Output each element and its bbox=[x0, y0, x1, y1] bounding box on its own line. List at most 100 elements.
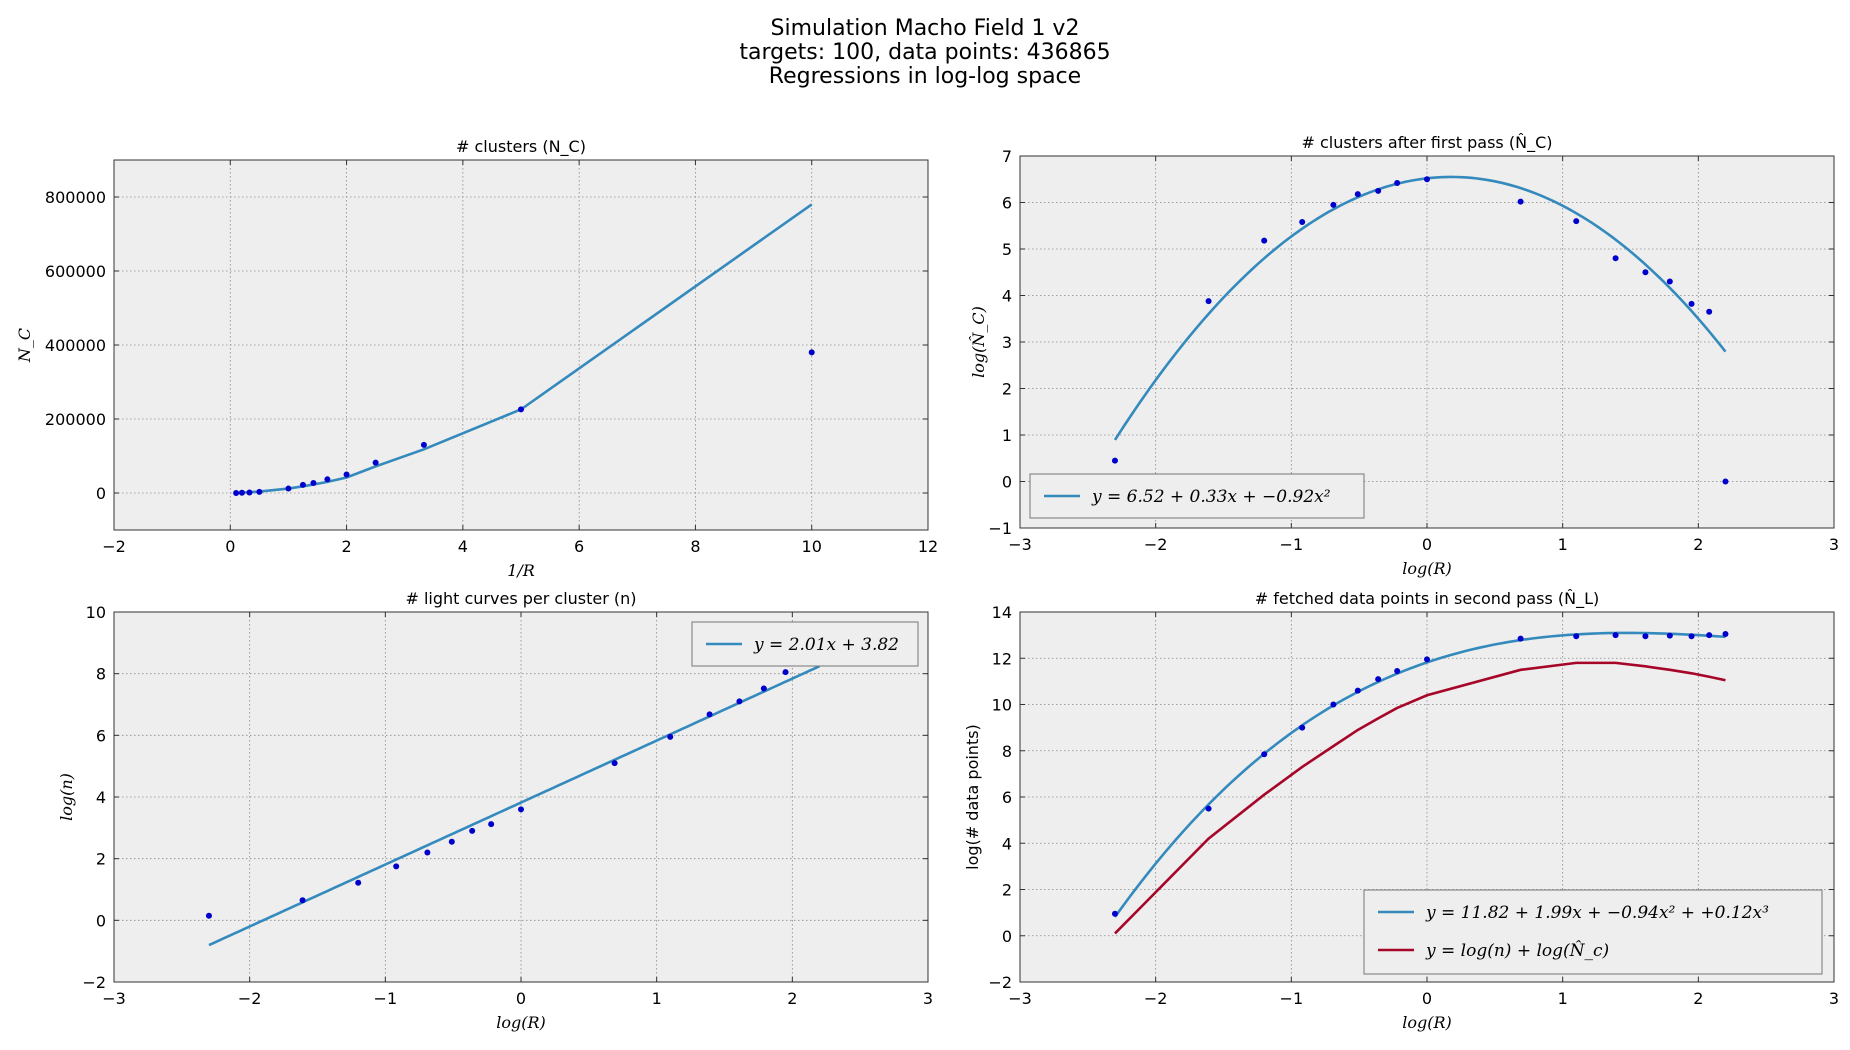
data-point bbox=[1354, 687, 1361, 694]
x-tick-label: −3 bbox=[1008, 989, 1032, 1008]
figure-title-line-3: Regressions in log-log space bbox=[768, 64, 1082, 89]
data-point bbox=[1722, 478, 1729, 485]
data-point bbox=[324, 476, 331, 483]
y-tick-label: 5 bbox=[1002, 240, 1012, 259]
x-tick-label: −2 bbox=[238, 989, 262, 1008]
y-tick-label: 10 bbox=[86, 603, 106, 622]
x-tick-label: 0 bbox=[225, 537, 235, 556]
data-point bbox=[1612, 632, 1619, 639]
data-point bbox=[299, 897, 306, 904]
legend-box bbox=[691, 621, 919, 667]
data-point bbox=[1666, 632, 1673, 639]
x-tick-label: 12 bbox=[918, 537, 938, 556]
chart-title: # clusters after first pass (N̂_C) bbox=[1302, 133, 1553, 153]
data-point bbox=[1354, 191, 1361, 198]
x-tick-label: 0 bbox=[516, 989, 526, 1008]
data-point bbox=[1205, 298, 1212, 305]
y-tick-label: −1 bbox=[988, 519, 1012, 538]
x-tick-label: 2 bbox=[1693, 535, 1703, 554]
legend-box bbox=[1029, 473, 1365, 519]
y-tick-label: −2 bbox=[82, 973, 106, 992]
x-tick-label: 1 bbox=[652, 989, 662, 1008]
data-point bbox=[1573, 633, 1580, 640]
data-point bbox=[1642, 269, 1649, 276]
chart-title: # clusters (N_C) bbox=[456, 137, 586, 157]
data-point bbox=[299, 481, 306, 488]
data-point bbox=[1261, 237, 1268, 244]
y-tick-label: 14 bbox=[992, 603, 1012, 622]
data-point bbox=[782, 669, 789, 676]
data-point bbox=[285, 485, 292, 492]
axes-background bbox=[1020, 156, 1834, 528]
y-tick-label: 800000 bbox=[45, 188, 106, 207]
figure-title-line-2: targets: 100, data points: 436865 bbox=[739, 40, 1111, 65]
data-point bbox=[1424, 176, 1430, 183]
x-tick-label: −3 bbox=[102, 989, 126, 1008]
data-point bbox=[1394, 667, 1401, 674]
y-tick-label: 8 bbox=[96, 665, 106, 684]
y-tick-label: 8 bbox=[1002, 742, 1012, 761]
data-point bbox=[1375, 676, 1382, 683]
x-tick-label: −3 bbox=[1008, 535, 1032, 554]
data-point bbox=[1330, 701, 1337, 708]
data-point bbox=[488, 821, 495, 828]
y-tick-label: 4 bbox=[1002, 834, 1012, 853]
y-tick-label: 0 bbox=[96, 911, 106, 930]
y-axis-label: log(# data points) bbox=[963, 724, 982, 870]
data-point bbox=[238, 489, 245, 496]
y-tick-label: 600000 bbox=[45, 262, 106, 281]
legend-box bbox=[1363, 889, 1823, 975]
y-tick-label: 6 bbox=[1002, 194, 1012, 213]
data-point bbox=[256, 488, 263, 495]
y-tick-label: 2 bbox=[1002, 380, 1012, 399]
x-tick-label: 8 bbox=[690, 537, 700, 556]
x-tick-label: 3 bbox=[1829, 535, 1839, 554]
data-point bbox=[1722, 630, 1729, 637]
chart-title: # fetched data points in second pass (N̂… bbox=[1255, 589, 1600, 609]
data-point bbox=[393, 863, 400, 870]
figure-title-line-1: Simulation Macho Field 1 v2 bbox=[770, 16, 1080, 41]
x-tick-label: 6 bbox=[574, 537, 584, 556]
data-point bbox=[518, 806, 524, 813]
x-tick-label: 10 bbox=[802, 537, 822, 556]
x-tick-label: 1 bbox=[1558, 989, 1568, 1008]
y-axis-label: log(N̂_C) bbox=[969, 306, 988, 378]
series-line-0 bbox=[208, 665, 821, 947]
data-point bbox=[1424, 656, 1430, 663]
x-axis-label: log(R) bbox=[496, 1013, 546, 1032]
data-point bbox=[706, 711, 713, 718]
x-tick-label: −2 bbox=[1144, 535, 1168, 554]
chart-clusters: −2 0 2 4 6 8 10 12 0 200000 400000 600000 800000 # cl… bbox=[15, 137, 938, 580]
data-point bbox=[233, 490, 240, 496]
x-tick-label: −1 bbox=[374, 989, 398, 1008]
x-axis-label: log(R) bbox=[1402, 559, 1452, 578]
data-point bbox=[1394, 179, 1401, 186]
x-tick-label: 2 bbox=[787, 989, 797, 1008]
y-axis-label: N_C bbox=[15, 328, 34, 363]
data-point bbox=[1205, 805, 1212, 812]
legend-label: y = 2.01x + 3.82 bbox=[753, 635, 899, 655]
legend-label: y = log(n) + log(N̂_c) bbox=[1425, 941, 1609, 961]
data-point bbox=[1111, 457, 1118, 464]
data-point bbox=[1517, 635, 1524, 642]
series-line-0 bbox=[1113, 631, 1726, 918]
data-point bbox=[355, 879, 362, 886]
chart-clusters-after-first-pass: −3 −2 −1 0 1 2 3 −1 0 1 2 3 4 5 6 7 # clusters after fir… bbox=[969, 133, 1839, 578]
data-point bbox=[310, 480, 317, 487]
y-tick-label: 10 bbox=[992, 696, 1012, 715]
data-point bbox=[424, 849, 431, 856]
y-axis-label: log(n) bbox=[57, 773, 76, 821]
data-point bbox=[372, 459, 379, 466]
y-tick-label: 200000 bbox=[45, 410, 106, 429]
x-tick-label: −1 bbox=[1280, 535, 1304, 554]
data-point bbox=[1330, 201, 1337, 208]
y-tick-label: 3 bbox=[1002, 333, 1012, 352]
data-point bbox=[1688, 633, 1695, 640]
x-axis-label: log(R) bbox=[1402, 1013, 1452, 1032]
data-point bbox=[469, 827, 476, 834]
x-tick-label: −1 bbox=[1280, 989, 1304, 1008]
data-point bbox=[760, 685, 767, 692]
